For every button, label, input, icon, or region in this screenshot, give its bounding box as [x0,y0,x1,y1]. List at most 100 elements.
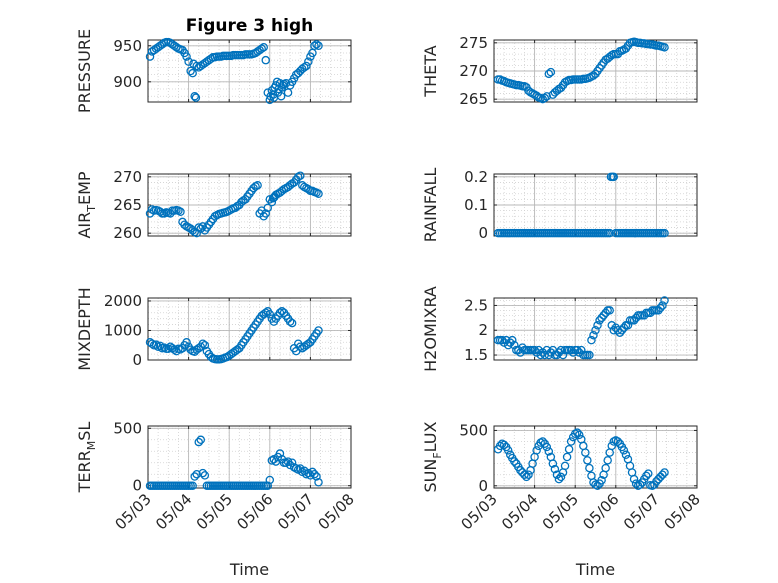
data-point [495,441,505,451]
data-point [599,311,608,320]
data-point [259,42,268,52]
data-point [593,481,602,491]
data-point [556,345,566,355]
data-point [155,207,165,217]
data-point [497,335,507,345]
data-point [263,481,273,490]
data-point [198,339,208,349]
data-point [544,447,554,456]
y-axis-label: PRESSURE [75,29,94,113]
y-tick-label: 0 [132,477,142,495]
data-point [589,330,598,340]
data-point [186,345,195,354]
data-point [597,313,606,323]
y-tick-label: 1000 [104,321,142,339]
x-tick-label: 05/07 [620,490,663,533]
data-point [619,446,629,455]
x-axis-label: Time [575,560,615,579]
subplot-terr-msl: 0 500 TERRMSL 05/0305/0405/0505/0605/0705/0… [75,419,358,579]
data-point [587,335,596,345]
data-point [538,437,547,446]
data-point [520,470,529,479]
x-tick-label: 05/05 [193,490,236,533]
data-point [558,350,568,360]
subplot-pressure: 900 950 PRESSURE [75,29,352,113]
data-point [605,228,614,238]
data-point [300,63,309,72]
data-point [522,472,531,482]
data-point [261,55,270,65]
y-tick-label: 2000 [104,292,142,310]
data-point [556,472,566,482]
data-point [654,306,663,315]
data-point [660,228,669,238]
data-point [192,61,201,71]
data-point [566,437,576,446]
data-point [200,471,210,480]
data-point [605,306,614,315]
data-point [621,450,631,460]
data-point [508,335,517,345]
data-point [190,91,199,101]
data-point [593,321,602,330]
data-point [200,340,210,350]
y-tick-label: 900 [113,73,142,91]
y-tick-label: 500 [113,419,142,437]
subplot-h2omixra: 1.5 2 2.5 H2OMIXRA [421,286,698,372]
data-point [591,325,600,335]
data-point [145,52,155,61]
x-tick-label: 05/07 [274,490,317,533]
data-point [631,479,641,488]
data-point [275,449,285,458]
data-point [310,469,319,479]
data-point [540,93,550,103]
data-point [544,350,554,360]
data-point [281,79,291,88]
data-point [577,345,586,355]
data-point [615,328,625,337]
y-axis-label: THETA [421,45,440,97]
data-point [562,452,572,462]
data-point [510,457,519,466]
y-tick-label: 0 [132,351,142,369]
data-point [542,442,552,452]
y-axis-label: TERRMSL [75,422,98,494]
y-tick-label: 2.5 [464,296,488,314]
data-point [186,66,195,76]
subplot-mixdepth: 0 1000 2000 MIXDEPTH [75,287,352,371]
data-point [530,345,539,355]
y-tick-label: 0.2 [464,168,488,186]
data-point [603,456,612,465]
data-point [287,318,297,328]
data-point [192,469,201,479]
data-point [184,57,193,66]
data-point [585,350,594,360]
data-point [304,57,313,66]
data-point [170,345,179,354]
y-tick-label: 0.1 [464,196,488,214]
x-tick-label: 05/05 [539,490,582,533]
x-tick-label: 05/06 [233,490,276,533]
data-point [644,469,653,478]
figure-title: Figure 3 high [186,16,314,36]
data-point [552,350,562,360]
data-point [658,301,667,310]
data-point [510,340,519,350]
data-point [660,43,669,52]
y-tick-label: 265 [113,196,142,214]
data-point [629,474,639,484]
y-axis-label: RAINFALL [421,168,440,243]
y-axis-label: AIRTEMP [75,171,98,238]
data-point [548,459,558,468]
data-point [182,52,191,61]
data-point [314,478,323,487]
data-point [613,437,623,446]
data-point [572,345,582,355]
x-tick-label: 05/06 [579,490,622,533]
data-point [607,441,616,451]
data-point [188,481,197,490]
data-point [503,446,513,455]
data-point [194,437,203,447]
data-point [285,460,295,470]
data-point [585,463,594,473]
